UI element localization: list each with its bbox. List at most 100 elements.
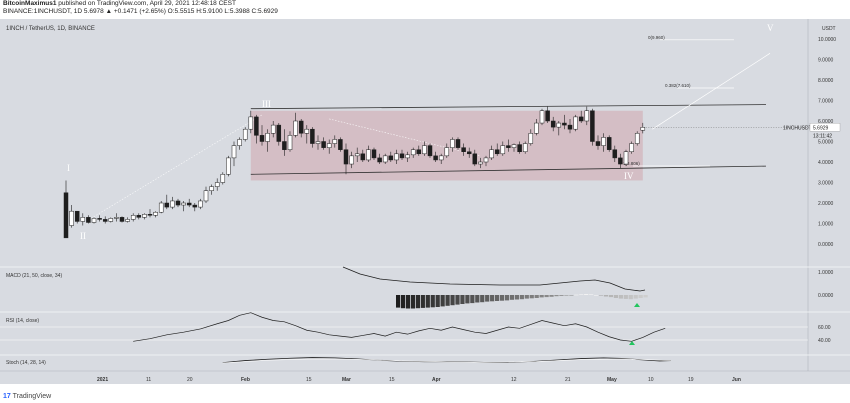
candle-up	[478, 161, 483, 165]
stoch-d-line	[222, 358, 671, 364]
macd-histogram-bar	[519, 295, 524, 300]
macd-histogram-bar	[499, 295, 505, 301]
macd-histogram-bar	[623, 295, 628, 299]
price-tick-label: 4.0000	[818, 160, 834, 166]
channel-upper-line	[250, 104, 767, 110]
candle-down	[63, 192, 69, 239]
wave-projection-line	[85, 114, 263, 222]
macd-histogram-bar	[628, 295, 633, 300]
candle-down	[338, 139, 343, 150]
candle-up	[203, 190, 209, 202]
currency-label: USDT	[822, 26, 836, 32]
chart-area[interactable]	[0, 19, 850, 384]
candle-up	[142, 214, 147, 218]
macd-histogram-bar	[638, 295, 643, 298]
time-axis-label: 12	[511, 377, 517, 383]
candle-down	[97, 218, 102, 220]
wave-label: IV	[624, 171, 634, 181]
candle-up	[634, 133, 640, 144]
time-axis-label: 19	[688, 377, 694, 383]
price-tick-label: 1.0000	[818, 222, 834, 228]
macd-histogram-bar	[524, 295, 529, 299]
price-tag-symbol: 1INCHUSDT	[783, 125, 812, 131]
candle-down	[461, 147, 466, 152]
candle-up	[332, 139, 338, 144]
candle-down	[618, 157, 623, 165]
candle-down	[310, 128, 315, 144]
candle-down	[298, 120, 304, 134]
candle-down	[545, 110, 550, 122]
macd-histogram-bar	[579, 294, 584, 295]
candle-down	[606, 137, 612, 150]
wave-label: V	[767, 23, 774, 33]
macd-histogram-bar	[613, 295, 618, 298]
candle-up	[198, 200, 203, 208]
candle-up	[304, 128, 310, 134]
candle-down	[74, 210, 80, 222]
macd-histogram-bar	[470, 295, 475, 304]
candle-down	[427, 145, 433, 157]
macd-histogram-bar	[455, 295, 460, 305]
candle-down	[455, 139, 461, 148]
price-tick-label: 7.0000	[818, 99, 834, 105]
rsi-line	[133, 312, 666, 342]
macd-histogram-bar	[598, 295, 604, 296]
macd-histogram-bar	[465, 295, 470, 304]
candle-down	[433, 155, 438, 161]
macd-histogram-bar	[410, 295, 416, 309]
candle-up	[181, 202, 186, 206]
macd-histogram-bar	[514, 295, 519, 300]
candle-up	[450, 139, 455, 148]
macd-histogram-bar	[559, 295, 564, 296]
ohlc-info: BINANCE:1INCHUSDT, 1D 5.6978 ▲ +0.1471 (…	[3, 8, 278, 15]
candle-down	[466, 151, 472, 155]
macd-histogram-bar	[603, 295, 609, 297]
macd-histogram-bar	[440, 295, 445, 307]
candle-up	[231, 145, 237, 159]
price-tick-label: 9.0000	[818, 58, 834, 64]
macd-histogram-bar	[504, 295, 510, 301]
rsi-label: RSI (14, close)	[6, 318, 39, 324]
time-axis-label: 21	[565, 377, 571, 383]
publish-info: BitcoinMaximus1 published on TradingView…	[3, 0, 236, 8]
macd-histogram-bar	[529, 295, 534, 299]
wave-label: I	[67, 163, 70, 173]
macd-histogram-bar	[554, 295, 559, 297]
candle-down	[86, 217, 91, 223]
candle-down	[550, 120, 556, 128]
candle-down	[164, 202, 170, 208]
macd-histogram-bar	[450, 295, 455, 306]
candle-up	[511, 144, 517, 148]
macd-axis-label: 0.0000	[818, 293, 834, 299]
candle-up	[573, 116, 578, 130]
candle-down	[254, 116, 259, 136]
candle-up	[170, 200, 175, 208]
candle-up	[91, 218, 97, 223]
candle-down	[175, 200, 181, 206]
candle-up	[629, 143, 634, 153]
candle-up	[293, 120, 298, 136]
macd-axis-label: 1.0000	[818, 270, 834, 276]
macd-histogram-bar	[608, 295, 614, 298]
candle-up	[623, 151, 629, 165]
candle-up	[405, 154, 410, 159]
rsi-axis-label: 40.00	[818, 338, 831, 344]
candle-down	[371, 149, 377, 159]
wave-label: II	[80, 231, 86, 241]
candle-up	[438, 155, 444, 161]
candle-up	[130, 215, 136, 220]
candlestick-chart[interactable]: 1INCH / TetherUS, 1D, BINANCE USDT 10.0000…	[0, 19, 850, 384]
candle-down	[595, 141, 601, 146]
candle-up	[584, 110, 590, 122]
time-axis-label: 20	[187, 377, 193, 383]
macd-histogram-bar	[509, 295, 515, 300]
candle-up	[315, 141, 321, 144]
time-axis-label: Apr	[432, 377, 441, 383]
candle-down	[517, 144, 522, 152]
macd-histogram-bar	[475, 295, 480, 303]
candle-down	[136, 215, 142, 218]
macd-histogram-bar	[445, 295, 450, 306]
macd-histogram-bar	[405, 295, 411, 309]
candle-up	[326, 143, 332, 148]
time-axis-label: Feb	[241, 377, 250, 383]
